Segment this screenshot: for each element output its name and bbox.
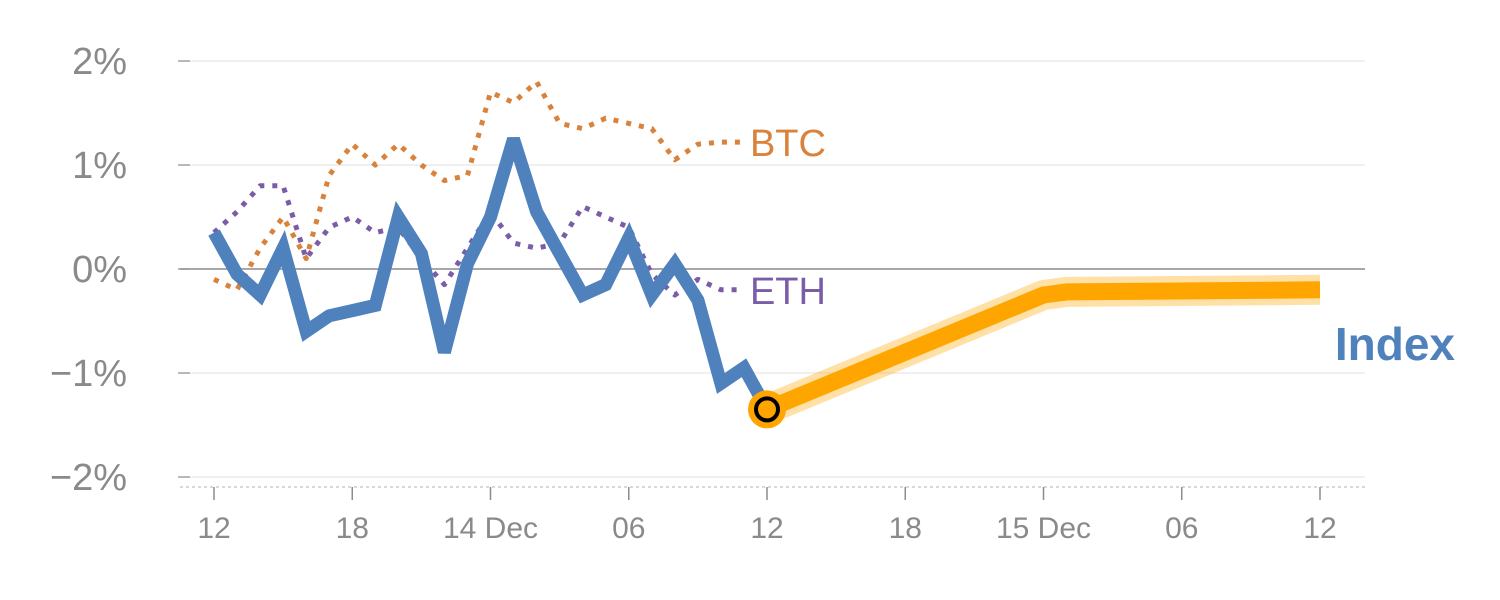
x-tick-label: 14 Dec: [443, 512, 538, 545]
x-tick-label: 06: [612, 512, 645, 545]
x-tick-label: 12: [750, 512, 783, 545]
series-labels: BTC ETH Index: [750, 123, 1455, 370]
x-tick-label: 15 Dec: [996, 512, 1091, 545]
forecast-line: [763, 281, 1321, 418]
y-tick-label: −1%: [50, 353, 127, 395]
index-line: [208, 137, 773, 413]
x-tick-label: 12: [197, 512, 230, 545]
current-point-marker: [754, 396, 780, 423]
x-axis: 12 18 14 Dec 06 12 18 15 Dec 06 12: [180, 486, 1365, 545]
y-tick-label: 1%: [72, 145, 127, 187]
x-tick-label: 06: [1165, 512, 1198, 545]
btc-label: BTC: [750, 123, 826, 165]
x-tick-label: 12: [1303, 512, 1336, 545]
x-tick-label: 18: [889, 512, 922, 545]
series-layer: [208, 79, 1321, 429]
btc-line: [212, 79, 744, 293]
y-tick-label: 0%: [72, 249, 127, 291]
x-tick-label: 18: [336, 512, 369, 545]
index-label: Index: [1335, 318, 1456, 370]
forecast-band: [761, 274, 1321, 424]
y-axis: 2% 1% 0% −1% −2%: [50, 41, 190, 499]
eth-label: ETH: [750, 271, 826, 313]
y-tick-label: −2%: [50, 457, 127, 499]
y-tick-label: 2%: [72, 41, 127, 83]
